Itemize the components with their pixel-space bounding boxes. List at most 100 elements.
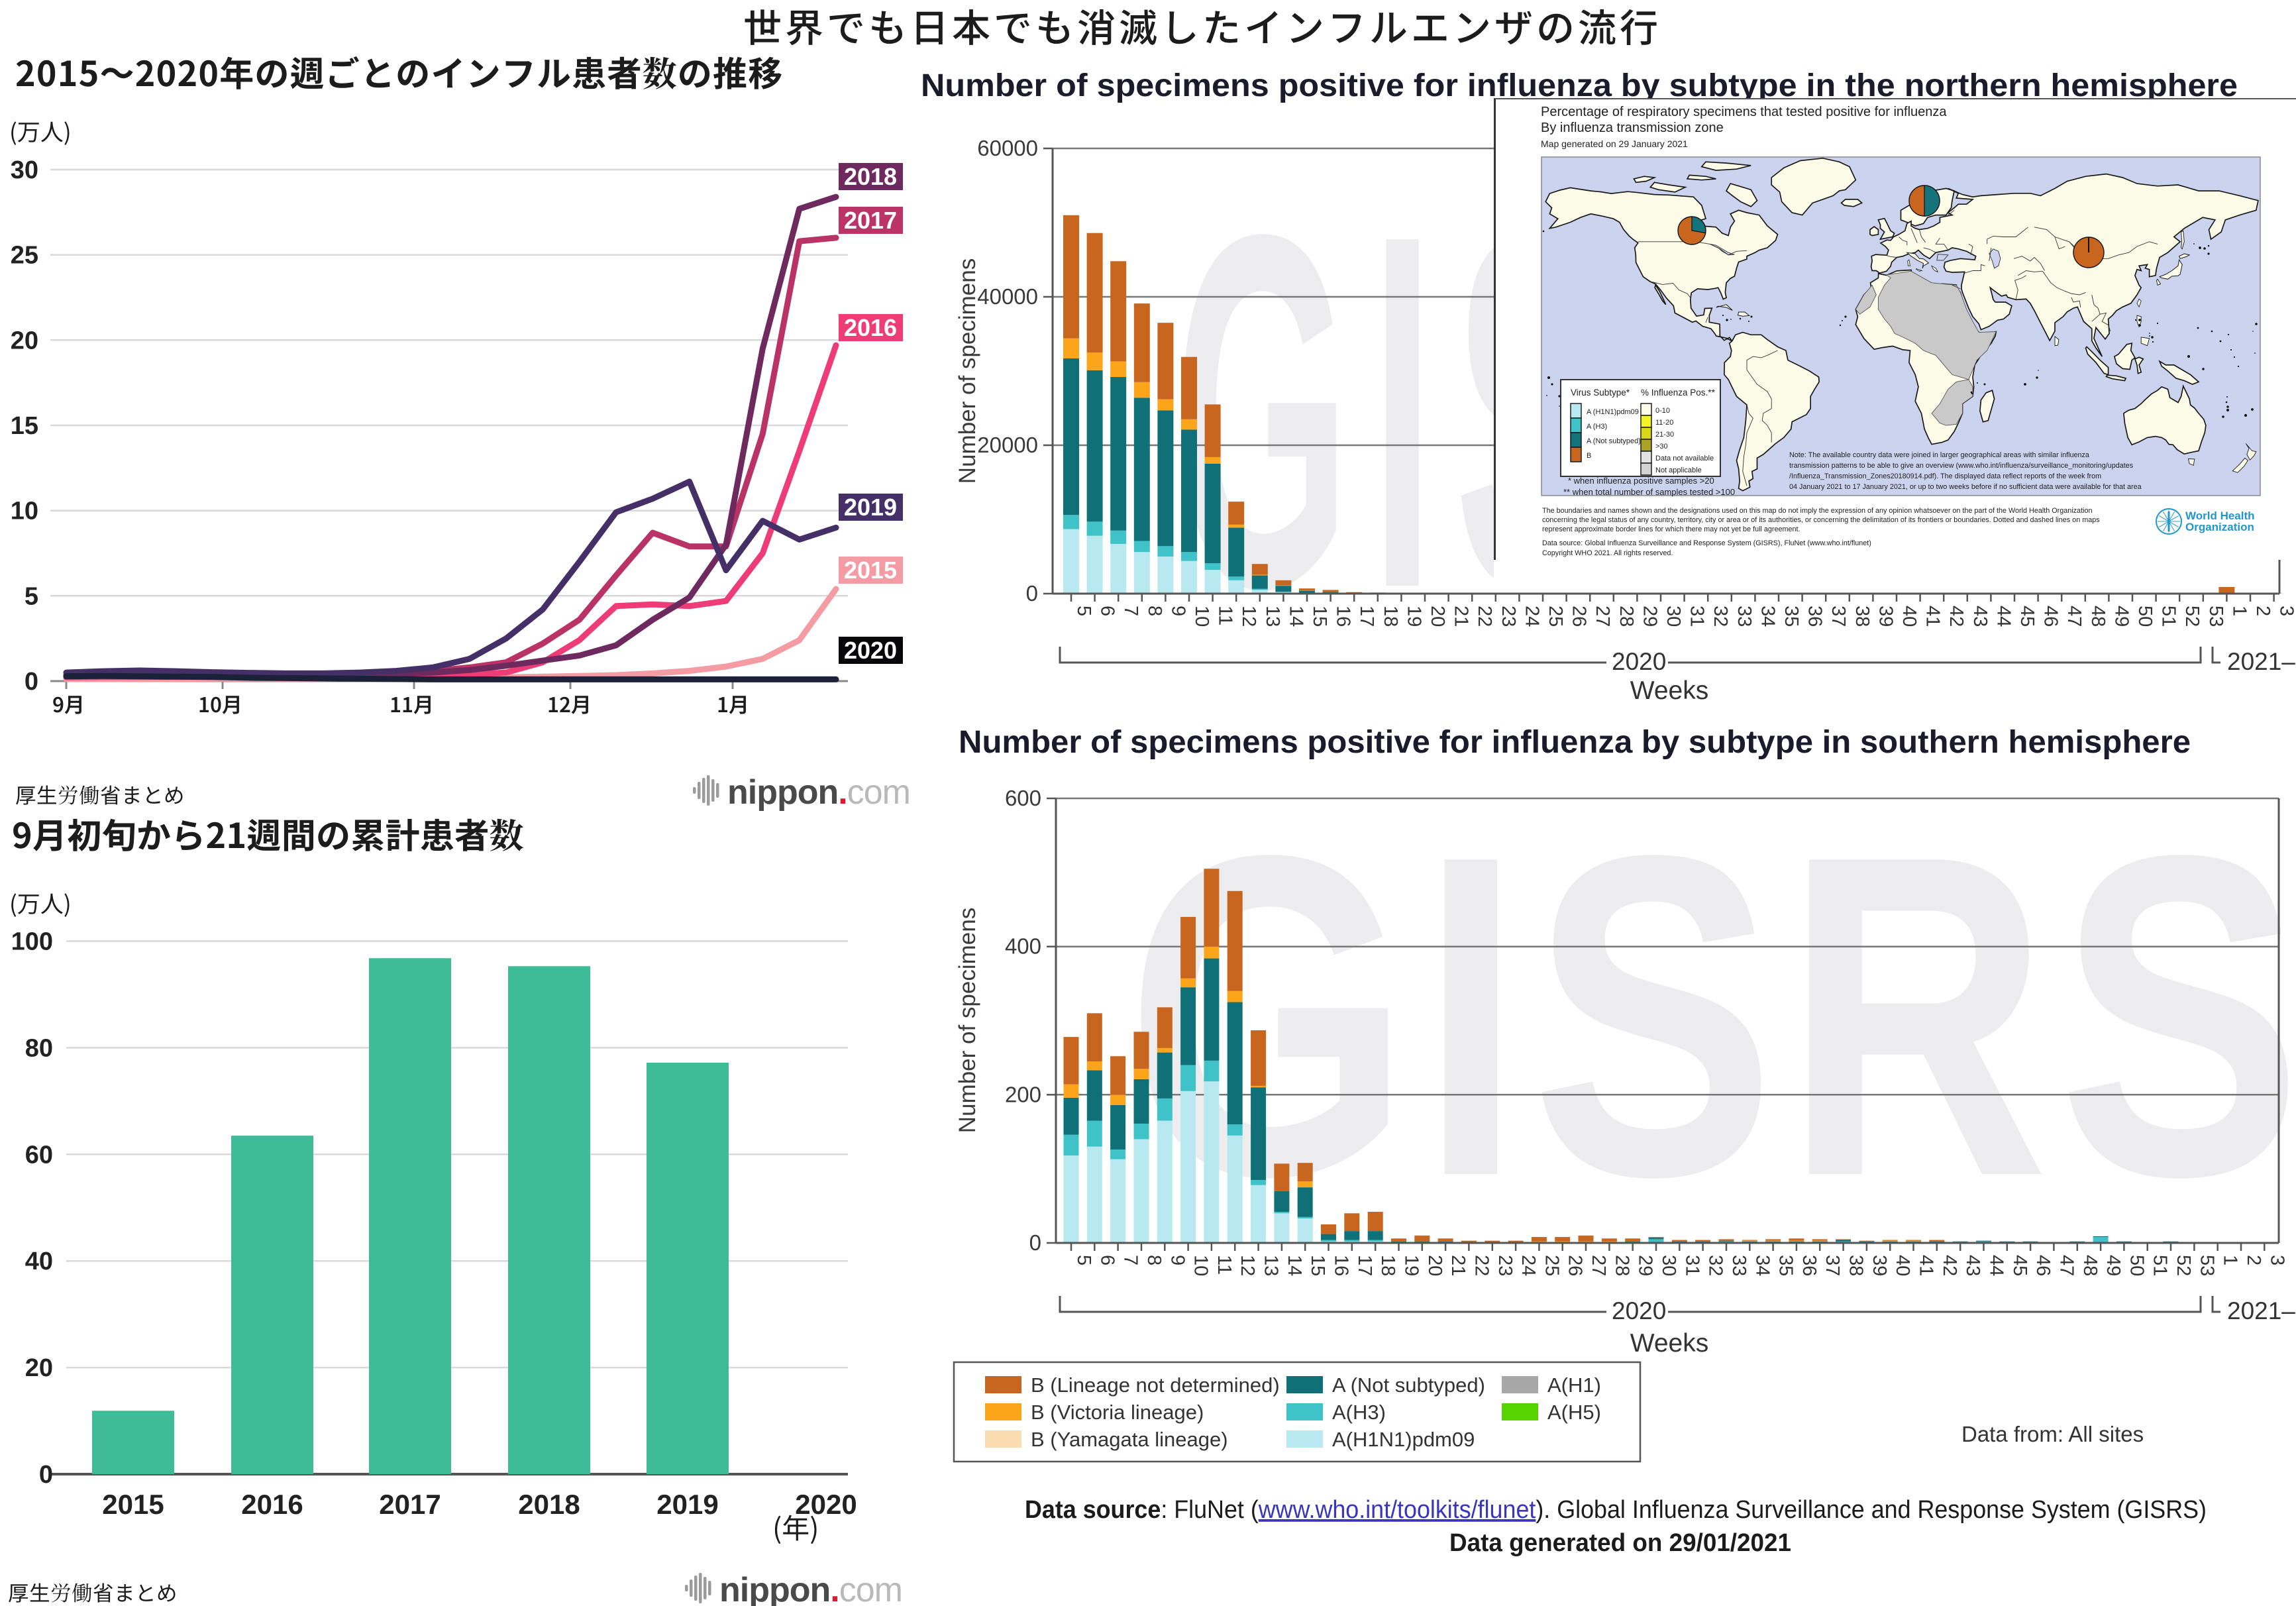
svg-text:21: 21	[1451, 606, 1472, 627]
svg-text:46: 46	[2040, 606, 2061, 627]
svg-text:Weeks: Weeks	[1630, 676, 1709, 705]
svg-text:A (Not subtyped): A (Not subtyped)	[1332, 1373, 1485, 1397]
svg-text:31: 31	[1687, 606, 1708, 627]
svg-text:16: 16	[1333, 606, 1354, 627]
svg-text:0: 0	[1026, 581, 1038, 606]
svg-text:11-20: 11-20	[1655, 419, 1673, 427]
svg-text:10: 10	[1191, 606, 1212, 627]
svg-text:13: 13	[1262, 606, 1283, 627]
svg-text:22: 22	[1474, 606, 1495, 627]
svg-text:Number of specimens: Number of specimens	[955, 258, 980, 484]
svg-text:47: 47	[2063, 606, 2085, 627]
svg-text:Data generated on 29/01/2021: Data generated on 29/01/2021	[1449, 1529, 1791, 1557]
svg-text:26: 26	[1565, 1255, 1586, 1276]
svg-text:38: 38	[1846, 1255, 1867, 1276]
svg-text:Percentage of respiratory spec: Percentage of respiratory specimens that…	[1541, 105, 1947, 119]
svg-text:nippon.com: nippon.com	[727, 773, 910, 812]
svg-text:20: 20	[11, 327, 38, 354]
svg-text:15: 15	[1307, 1255, 1328, 1276]
svg-text:48: 48	[2079, 1255, 2101, 1276]
svg-text:37: 37	[1828, 606, 1849, 627]
svg-text:40: 40	[1892, 1255, 1913, 1276]
svg-text:A (H1N1)pdm09: A (H1N1)pdm09	[1587, 408, 1639, 416]
svg-text:2015: 2015	[844, 557, 897, 584]
svg-text:5: 5	[1073, 606, 1094, 616]
svg-text:13: 13	[1261, 1255, 1282, 1276]
svg-text:42: 42	[1946, 606, 1967, 627]
svg-text:43: 43	[1962, 1255, 1983, 1276]
svg-text:2018: 2018	[518, 1489, 580, 1520]
svg-text:80: 80	[25, 1034, 53, 1062]
svg-text:A (Not subtyped): A (Not subtyped)	[1587, 437, 1641, 445]
svg-text:50: 50	[2126, 1255, 2147, 1276]
svg-text:29: 29	[1639, 606, 1660, 627]
svg-text:9: 9	[1167, 1255, 1188, 1265]
svg-text:04 January 2021 to 17 January: 04 January 2021 to 17 January 2021, or u…	[1789, 483, 2142, 491]
svg-text:transmission patterns to be ab: transmission patterns to be able to give…	[1789, 462, 2134, 470]
svg-text:14: 14	[1284, 1255, 1305, 1276]
svg-text:15: 15	[11, 412, 38, 440]
svg-text:17: 17	[1356, 606, 1377, 627]
svg-text:21-30: 21-30	[1655, 431, 1674, 439]
svg-text:** when total number of sample: ** when total number of samples tested >…	[1563, 487, 1735, 497]
svg-text:19: 19	[1401, 1255, 1422, 1276]
svg-text:24: 24	[1518, 1255, 1539, 1276]
svg-text:Organization: Organization	[2185, 521, 2254, 533]
svg-text:51: 51	[2158, 606, 2179, 627]
svg-text:16: 16	[1331, 1255, 1352, 1276]
svg-text:2016: 2016	[241, 1489, 303, 1520]
svg-text:43: 43	[1969, 606, 1991, 627]
svg-text:GISRS: GISRS	[1126, 761, 2296, 1271]
svg-text:21: 21	[1447, 1255, 1469, 1276]
svg-text:B (Victoria lineage): B (Victoria lineage)	[1031, 1401, 1204, 1424]
svg-text:30: 30	[11, 156, 38, 184]
svg-text:23: 23	[1498, 606, 1519, 627]
svg-text:60000: 60000	[977, 136, 1038, 160]
svg-text:17: 17	[1354, 1255, 1375, 1276]
svg-text:34: 34	[1751, 1255, 1773, 1276]
svg-text:47: 47	[2056, 1255, 2077, 1276]
svg-text:concerning the legal status of: concerning the legal status of any count…	[1542, 516, 2100, 524]
svg-text:Not applicable: Not applicable	[1655, 466, 1702, 474]
svg-text:600: 600	[1005, 786, 1041, 810]
svg-text:A(H1): A(H1)	[1547, 1373, 1601, 1397]
svg-text:41: 41	[1922, 606, 1944, 627]
svg-text:2016: 2016	[844, 314, 897, 341]
svg-text:24: 24	[1521, 606, 1542, 627]
svg-text:10: 10	[11, 498, 38, 525]
svg-text:100: 100	[11, 928, 53, 956]
svg-text:Data not available: Data not available	[1655, 455, 1714, 462]
svg-text:39: 39	[1869, 1255, 1890, 1276]
svg-text:49: 49	[2111, 606, 2132, 627]
svg-text:0-10: 0-10	[1655, 407, 1670, 415]
svg-text:2020: 2020	[844, 637, 897, 664]
svg-text:26: 26	[1569, 606, 1590, 627]
svg-text:% Influenza Pos.**: % Influenza Pos.**	[1641, 388, 1716, 398]
svg-text:2018: 2018	[844, 163, 897, 190]
svg-text:45: 45	[2016, 606, 2038, 627]
svg-text:400: 400	[1005, 934, 1041, 959]
svg-text:2020: 2020	[795, 1489, 857, 1520]
svg-text:B (Lineage not determined): B (Lineage not determined)	[1031, 1373, 1280, 1397]
svg-text:8: 8	[1144, 606, 1165, 616]
svg-text:Weeks: Weeks	[1630, 1329, 1709, 1358]
svg-text:A(H1N1)pdm09: A(H1N1)pdm09	[1332, 1428, 1475, 1451]
svg-text:7: 7	[1120, 1255, 1141, 1265]
svg-text:2019: 2019	[656, 1489, 718, 1520]
svg-text:10: 10	[1190, 1255, 1212, 1276]
svg-text:15: 15	[1309, 606, 1330, 627]
svg-text:Virus Subtype*: Virus Subtype*	[1571, 388, 1630, 398]
svg-text:A(H5): A(H5)	[1547, 1401, 1601, 1424]
svg-text:32: 32	[1705, 1255, 1726, 1276]
svg-text:0: 0	[1029, 1230, 1041, 1255]
svg-text:49: 49	[2103, 1255, 2124, 1276]
svg-text:31: 31	[1681, 1255, 1702, 1276]
svg-text:represent approximate border l: represent approximate border lines for w…	[1542, 525, 1800, 533]
svg-text:B (Yamagata lineage): B (Yamagata lineage)	[1031, 1428, 1228, 1451]
svg-text:The boundaries and names shown: The boundaries and names shown and the d…	[1542, 507, 2092, 515]
svg-text:27: 27	[1592, 606, 1613, 627]
svg-text:35: 35	[1775, 1255, 1797, 1276]
svg-text:32: 32	[1710, 606, 1731, 627]
svg-text:40: 40	[25, 1248, 53, 1275]
svg-text:6: 6	[1097, 606, 1118, 616]
